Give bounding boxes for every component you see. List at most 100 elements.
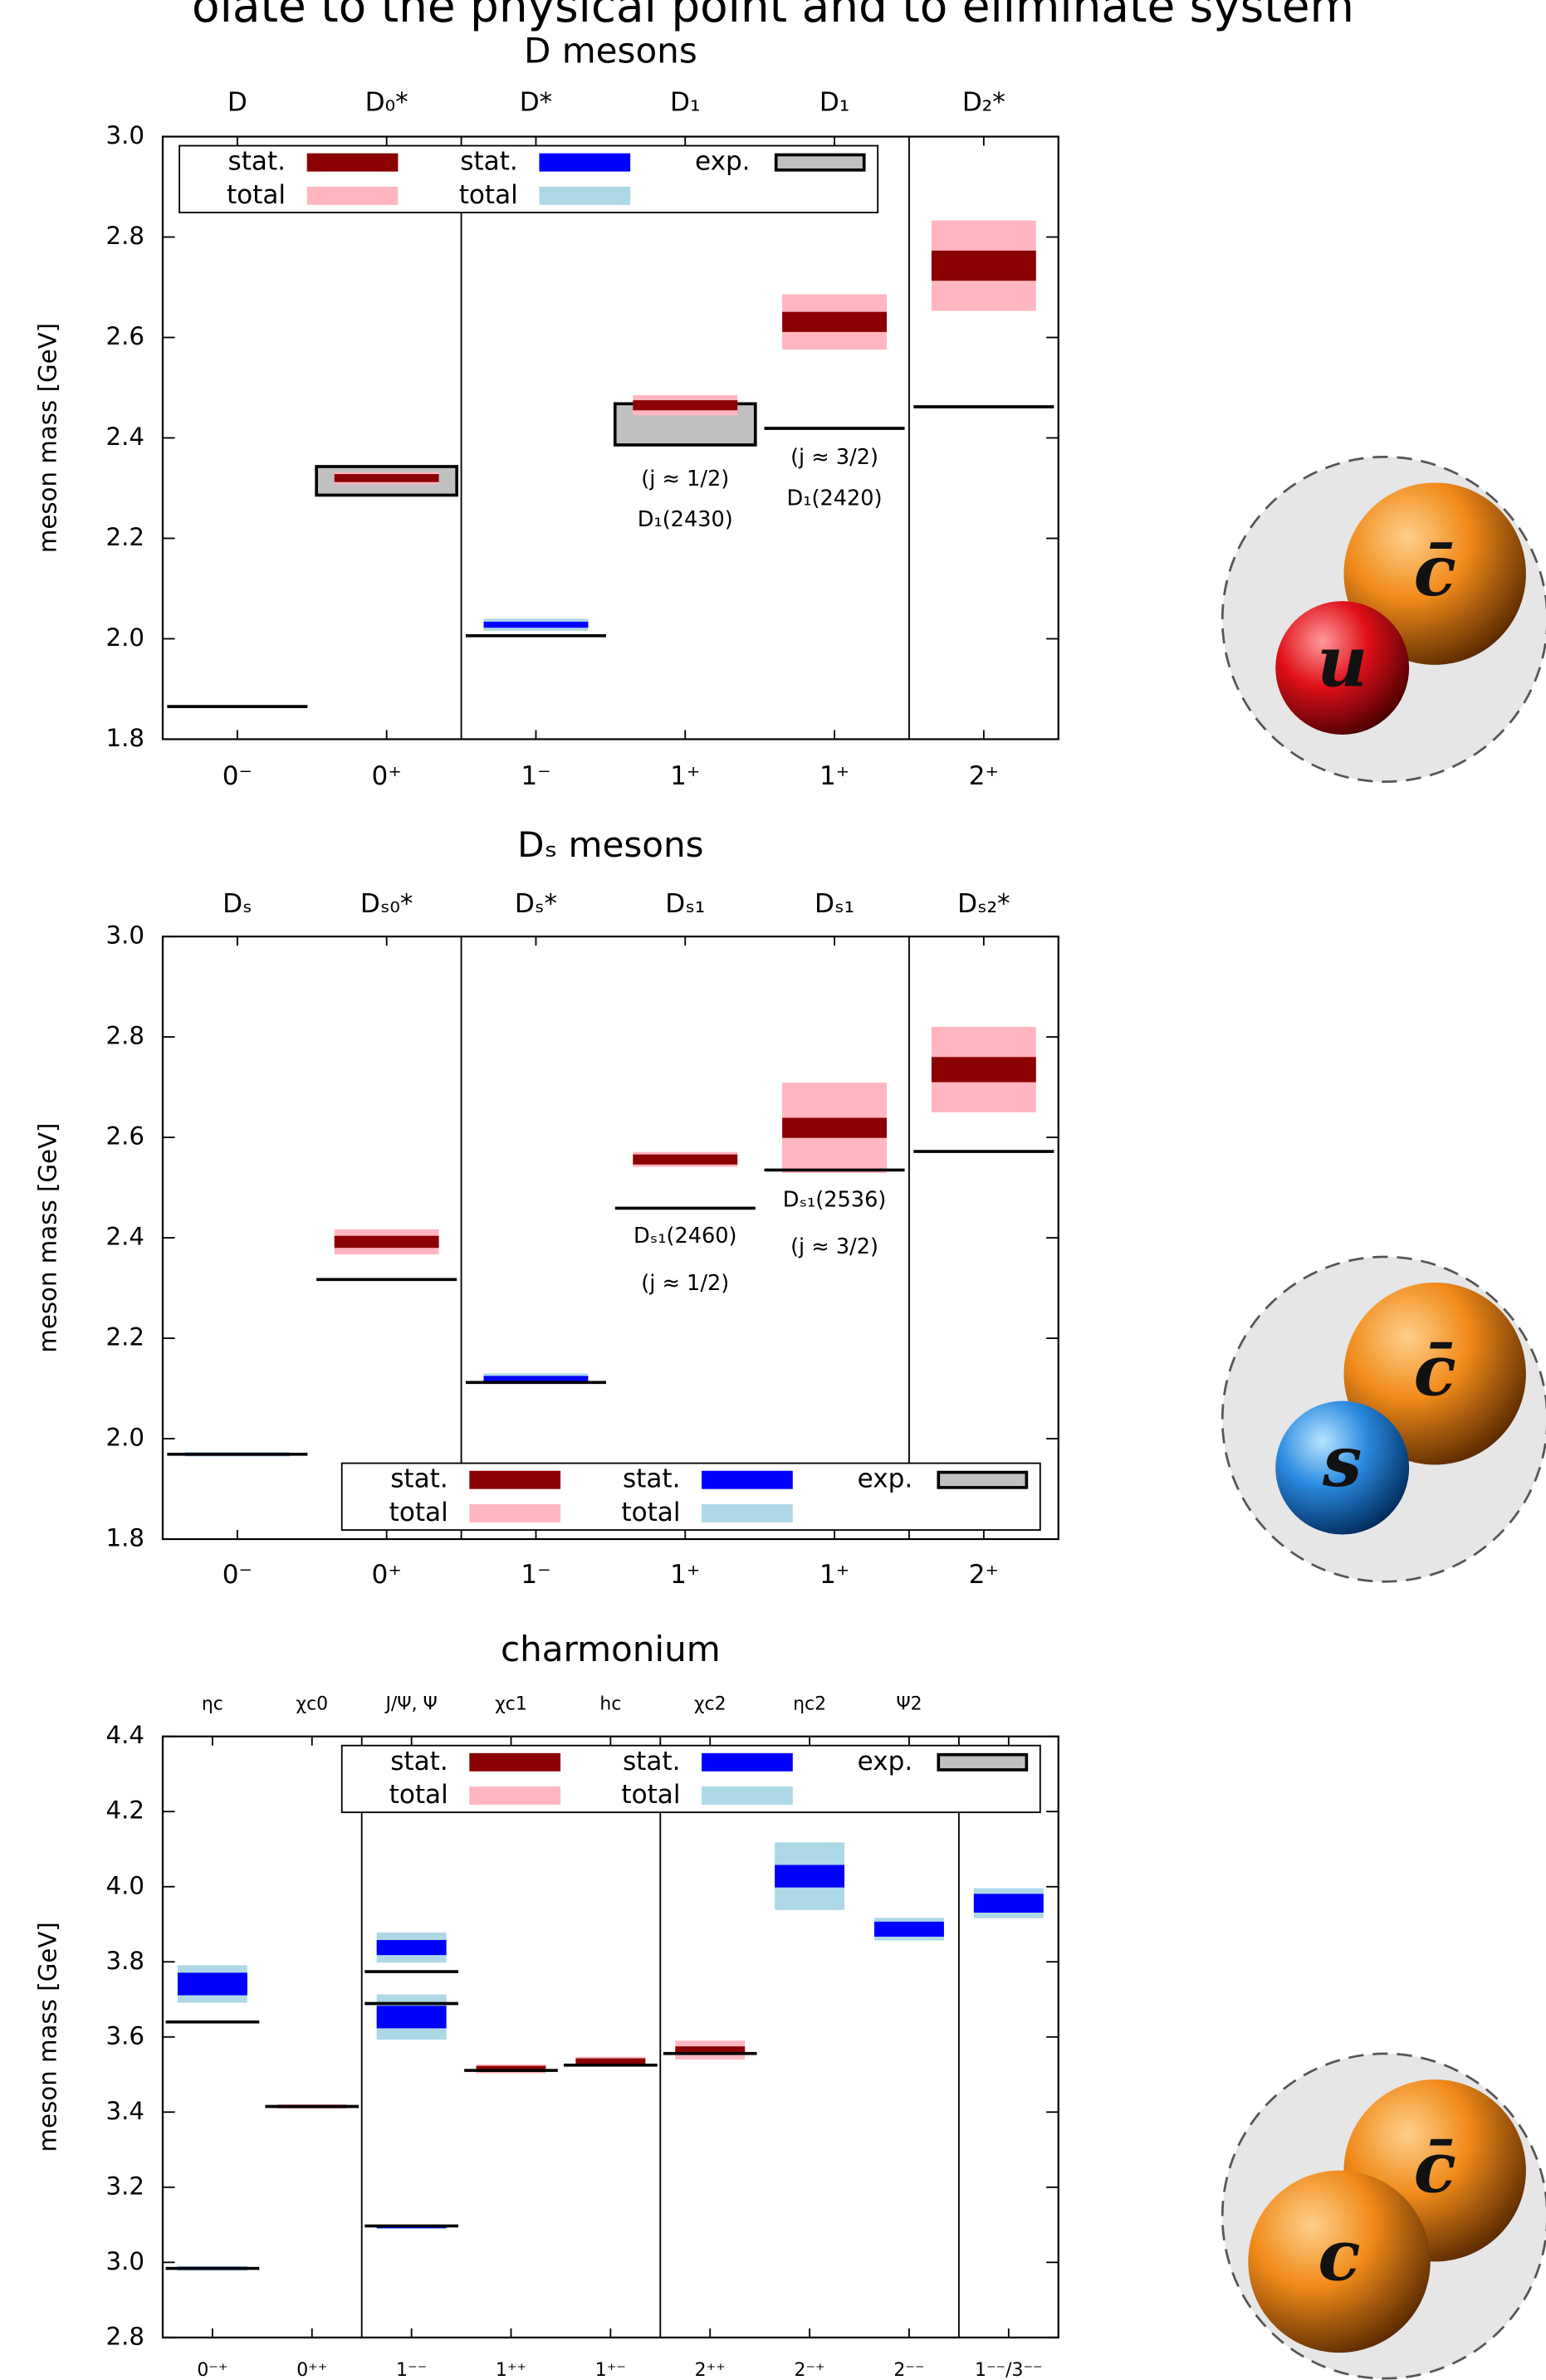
top-label: χc1: [495, 1693, 527, 1714]
y-tick-label: 3.2: [105, 2172, 144, 2200]
x-tick-label: 1⁻: [521, 1560, 550, 1590]
y-tick-label: 2.8: [105, 2322, 144, 2350]
x-tick-label: 2⁻⁻: [893, 2360, 924, 2380]
quark-label: c: [1318, 2214, 1360, 2296]
legend-swatch: [469, 1786, 560, 1805]
x-tick-label: 2⁺: [969, 1560, 999, 1590]
legend-swatch: [938, 1473, 1026, 1488]
y-tick-label: 4.0: [105, 1871, 144, 1899]
legend-label: stat.: [390, 1464, 448, 1494]
legend-swatch: [702, 1504, 793, 1522]
legend-swatch: [776, 155, 864, 170]
stat-error: [932, 251, 1036, 281]
legend-label: total: [459, 180, 518, 210]
y-tick-label: 2.6: [105, 1122, 144, 1151]
y-tick-label: 2.0: [105, 1424, 144, 1452]
y-tick-label: 3.6: [105, 2021, 144, 2050]
top-label: Dₛ₀*: [360, 889, 413, 919]
annotation: (j ≈ 1/2): [641, 1271, 729, 1296]
legend-label: stat.: [460, 147, 518, 177]
annotation: Dₛ₁(2536): [783, 1187, 887, 1212]
chart-title: D mesons: [524, 30, 697, 71]
legend-swatch: [938, 1755, 1026, 1770]
stat-error: [782, 1118, 887, 1138]
y-tick-label: 2.2: [105, 1323, 144, 1351]
legend-label: stat.: [228, 147, 286, 177]
top-label: ηc: [202, 1693, 223, 1714]
stat-error: [377, 2006, 447, 2028]
figure: olate to the physical point and to elimi…: [0, 0, 1546, 2380]
top-label: J/Ψ, Ψ: [384, 1693, 437, 1714]
legend-swatch: [469, 1504, 560, 1522]
legend-label: total: [227, 180, 286, 210]
annotation: D₁(2430): [638, 507, 733, 532]
x-tick-label: 0⁺: [372, 761, 402, 791]
y-tick-label: 3.0: [105, 2247, 144, 2275]
x-tick-label: 2⁺: [969, 761, 999, 791]
top-label: χc2: [694, 1693, 727, 1714]
legend-swatch: [307, 187, 399, 205]
stat-error: [335, 1236, 439, 1249]
legend-swatch: [702, 1471, 793, 1489]
legend-swatch: [702, 1786, 793, 1805]
top-label: D: [227, 87, 247, 117]
top-label: D₂*: [962, 87, 1005, 117]
top-label: Dₛ₁: [815, 889, 854, 919]
y-tick-label: 3.4: [105, 2097, 144, 2125]
x-tick-label: 1⁻⁻/3⁻⁻: [975, 2360, 1043, 2380]
legend-label: exp.: [858, 1464, 913, 1494]
y-tick-label: 2.4: [105, 1223, 144, 1251]
stat-error: [633, 1155, 737, 1165]
stat-error: [932, 1057, 1036, 1082]
y-tick-label: 2.0: [105, 623, 144, 652]
y-axis-label: meson mass [GeV]: [33, 323, 61, 553]
y-tick-label: 2.4: [105, 423, 144, 451]
plot-frame: [163, 936, 1059, 1539]
y-axis-label: meson mass [GeV]: [33, 1922, 61, 2152]
legend-label: stat.: [623, 1747, 681, 1776]
y-tick-label: 2.8: [105, 1022, 144, 1050]
quark-label: c̄: [1414, 2126, 1456, 2208]
annotation: (j ≈ 3/2): [790, 445, 878, 470]
stat-error: [874, 1922, 944, 1937]
y-axis-label: meson mass [GeV]: [33, 1123, 61, 1353]
x-tick-label: 2⁻⁺: [795, 2360, 825, 2380]
page-header: olate to the physical point and to elimi…: [192, 0, 1354, 32]
annotation: D₁(2420): [787, 486, 883, 511]
y-tick-label: 2.8: [105, 222, 144, 250]
stat-error: [775, 1865, 844, 1888]
quark-label: u: [1317, 620, 1367, 702]
top-label: D₁: [819, 87, 849, 117]
legend-swatch: [469, 1753, 560, 1772]
legend-swatch: [539, 154, 630, 172]
x-tick-label: 0⁺: [372, 1560, 402, 1590]
quark-label: s: [1322, 1420, 1362, 1503]
top-label: D₀*: [365, 87, 409, 117]
x-tick-label: 2⁺⁺: [695, 2360, 726, 2380]
stat-error: [377, 1940, 447, 1955]
top-label: χc0: [296, 1693, 328, 1714]
x-tick-label: 0⁻: [223, 761, 252, 791]
annotation: Dₛ₁(2460): [634, 1224, 737, 1249]
legend-label: total: [389, 1498, 448, 1527]
stat-error: [633, 400, 737, 410]
stat-error: [782, 312, 887, 332]
y-tick-label: 4.2: [105, 1796, 144, 1825]
y-tick-label: 3.0: [105, 921, 144, 950]
quark-label: c̄: [1414, 1329, 1456, 1411]
legend-label: total: [621, 1780, 680, 1810]
legend-swatch: [702, 1753, 793, 1772]
x-tick-label: 1⁺⁻: [595, 2360, 626, 2380]
x-tick-label: 1⁺: [670, 1560, 700, 1590]
legend-swatch: [539, 187, 630, 205]
annotation: (j ≈ 1/2): [641, 467, 729, 491]
legend-swatch: [307, 154, 399, 172]
legend-label: stat.: [623, 1464, 681, 1494]
legend-label: stat.: [390, 1747, 448, 1776]
stat-error: [974, 1894, 1044, 1913]
top-label: Dₛ*: [515, 889, 557, 919]
top-label: Ψ2: [896, 1693, 922, 1714]
top-label: D*: [520, 87, 552, 117]
stat-error: [575, 2059, 645, 2065]
x-tick-label: 1⁺⁺: [496, 2360, 526, 2380]
